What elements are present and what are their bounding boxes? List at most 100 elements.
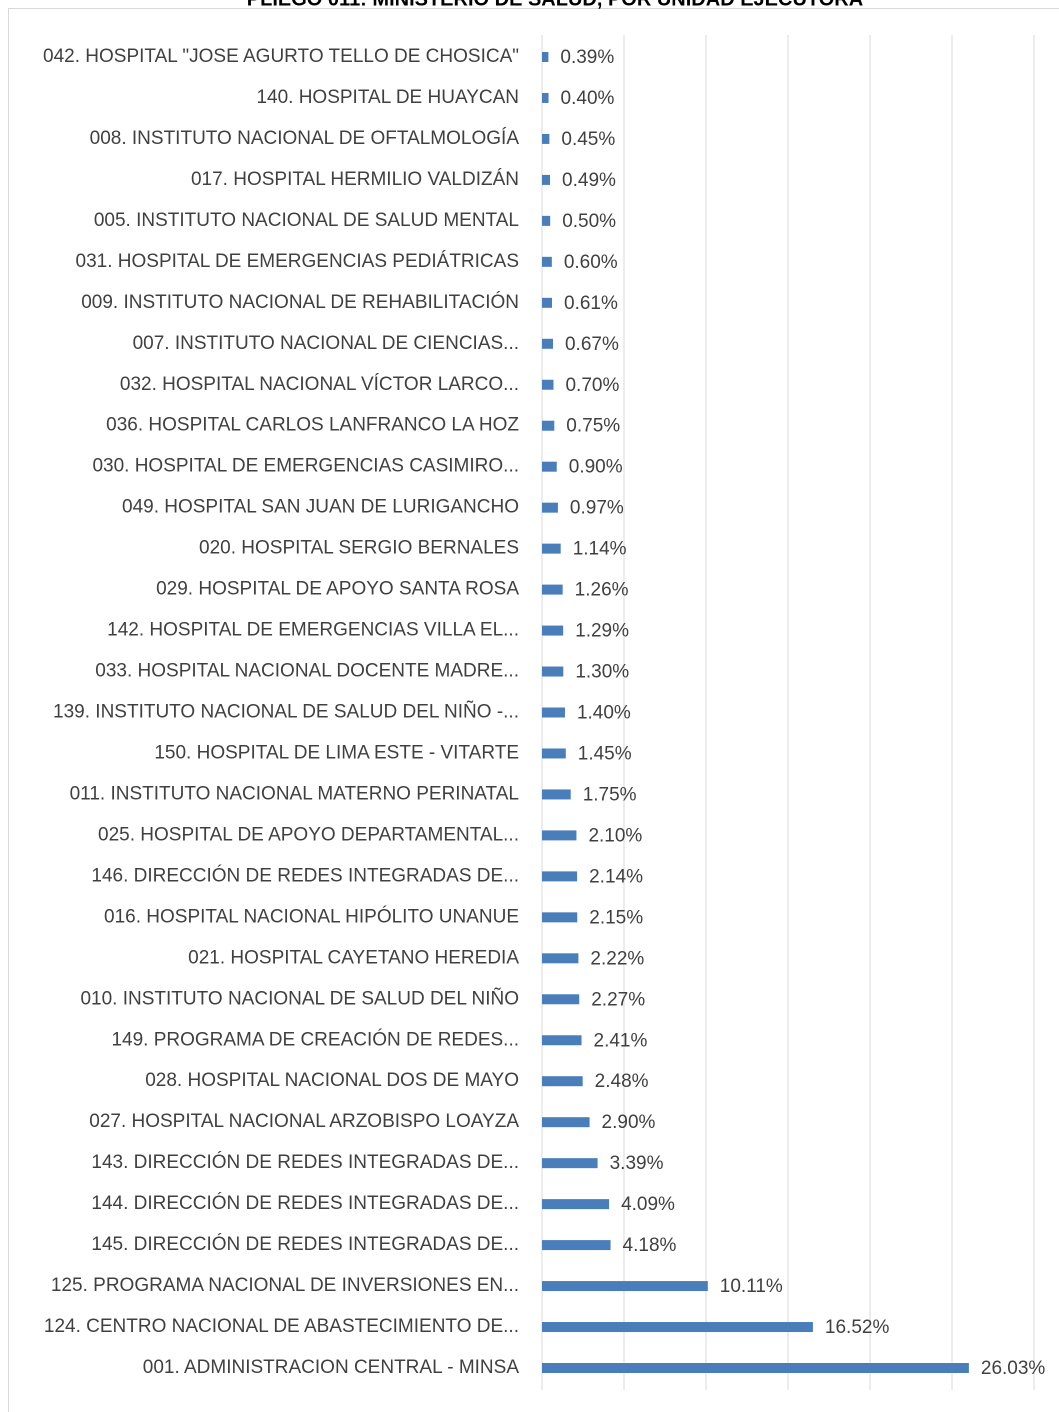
- y-tick-label: 146. DIRECCIÓN DE REDES INTEGRADAS DE...: [91, 864, 519, 886]
- data-label: 2.15%: [589, 907, 643, 928]
- data-label: 0.75%: [566, 416, 620, 437]
- bar: [542, 52, 549, 62]
- y-tick-label: 036. HOSPITAL CARLOS LANFRANCO LA HOZ: [106, 415, 519, 436]
- data-label: 0.39%: [560, 47, 614, 68]
- data-label: 3.39%: [610, 1153, 664, 1174]
- data-label: 1.14%: [573, 539, 627, 560]
- bar: [542, 666, 564, 677]
- data-label: 2.90%: [602, 1112, 656, 1133]
- bar: [542, 420, 555, 431]
- y-tick-label: 010. INSTITUTO NACIONAL DE SALUD DEL NIÑ…: [80, 987, 519, 1009]
- data-label: 2.48%: [595, 1071, 649, 1092]
- data-label: 4.18%: [623, 1235, 677, 1256]
- data-label: 10.11%: [720, 1276, 783, 1297]
- data-label: 1.40%: [577, 703, 631, 724]
- data-label: 1.29%: [575, 621, 629, 642]
- data-label: 1.45%: [578, 743, 632, 764]
- bar: [542, 543, 561, 554]
- y-tick-label: 031. HOSPITAL DE EMERGENCIAS PEDIÁTRICAS: [76, 251, 519, 272]
- data-label: 0.70%: [565, 375, 619, 396]
- y-tick-label: 145. DIRECCIÓN DE REDES INTEGRADAS DE...: [91, 1233, 519, 1255]
- bar: [542, 379, 554, 390]
- bar: [542, 174, 551, 185]
- bar: [542, 256, 552, 267]
- bar: [542, 625, 564, 636]
- bar: [542, 1322, 813, 1333]
- y-tick-label: 027. HOSPITAL NACIONAL ARZOBISPO LOAYZA: [89, 1111, 519, 1132]
- data-label: 2.22%: [590, 948, 644, 969]
- bar: [542, 994, 580, 1005]
- y-tick-label: 150. HOSPITAL DE LIMA ESTE - VITARTE: [154, 742, 519, 763]
- y-tick-label: 011. INSTITUTO NACIONAL MATERNO PERINATA…: [70, 783, 519, 804]
- data-label: 1.30%: [575, 662, 629, 683]
- bar: [542, 830, 577, 841]
- bar: [542, 584, 563, 595]
- data-label: 16.52%: [825, 1317, 890, 1338]
- data-label: 2.10%: [588, 825, 642, 846]
- bar: [542, 789, 571, 800]
- y-tick-label: 142. HOSPITAL DE EMERGENCIAS VILLA EL...: [107, 620, 519, 641]
- y-tick-label: 008. INSTITUTO NACIONAL DE OFTALMOLOGÍA: [90, 128, 520, 149]
- bar: [542, 1199, 610, 1210]
- bar: [542, 1035, 582, 1046]
- bar: [542, 133, 550, 144]
- data-label: 0.97%: [570, 498, 624, 519]
- chart-title: PLIEGO 011: MINISTERIO DE SALUD, POR UNI…: [247, 0, 863, 10]
- data-label: 2.27%: [591, 989, 645, 1010]
- bar: [542, 1240, 611, 1251]
- bar: [542, 1158, 598, 1169]
- bar: [542, 1117, 590, 1128]
- y-tick-label: 028. HOSPITAL NACIONAL DOS DE MAYO: [145, 1070, 519, 1091]
- y-tick-label: 025. HOSPITAL DE APOYO DEPARTAMENTAL...: [98, 824, 519, 845]
- y-tick-label: 030. HOSPITAL DE EMERGENCIAS CASIMIRO...: [92, 456, 519, 477]
- y-tick-label: 020. HOSPITAL SERGIO BERNALES: [199, 538, 519, 559]
- y-tick-label: 029. HOSPITAL DE APOYO SANTA ROSA: [156, 579, 519, 600]
- y-tick-label: 125. PROGRAMA NACIONAL DE INVERSIONES EN…: [51, 1275, 519, 1296]
- bar: [542, 502, 558, 513]
- y-tick-label: 017. HOSPITAL HERMILIO VALDIZÁN: [191, 169, 519, 190]
- data-label: 2.41%: [594, 1030, 648, 1051]
- y-tick-label: 139. INSTITUTO NACIONAL DE SALUD DEL NIÑ…: [53, 701, 519, 723]
- data-label: 26.03%: [981, 1358, 1046, 1379]
- y-tick-label: 032. HOSPITAL NACIONAL VÍCTOR LARCO...: [120, 374, 519, 395]
- data-label: 0.49%: [562, 170, 616, 191]
- bar: [542, 1076, 583, 1087]
- y-tick-label: 033. HOSPITAL NACIONAL DOCENTE MADRE...: [95, 661, 519, 682]
- data-label: 0.50%: [562, 211, 616, 232]
- y-tick-label: 144. DIRECCIÓN DE REDES INTEGRADAS DE...: [91, 1192, 519, 1214]
- data-label: 1.75%: [583, 784, 637, 805]
- y-tick-label: 009. INSTITUTO NACIONAL DE REHABILITACIÓ…: [81, 291, 519, 313]
- y-tick-label: 005. INSTITUTO NACIONAL DE SALUD MENTAL: [94, 210, 519, 231]
- bar: [542, 461, 557, 472]
- bar: [542, 871, 578, 882]
- data-label: 0.40%: [561, 88, 615, 109]
- bar: [542, 215, 551, 226]
- data-label: 0.61%: [564, 293, 618, 314]
- bar: [542, 338, 553, 349]
- data-label: 1.26%: [575, 580, 629, 601]
- bar: [542, 707, 565, 718]
- data-label: 0.45%: [561, 129, 615, 150]
- y-tick-label: 001. ADMINISTRACION CENTRAL - MINSA: [143, 1357, 520, 1378]
- y-tick-label: 021. HOSPITAL CAYETANO HEREDIA: [188, 947, 519, 968]
- y-tick-label: 049. HOSPITAL SAN JUAN DE LURIGANCHO: [122, 497, 519, 518]
- y-tick-label: 140. HOSPITAL DE HUAYCAN: [256, 87, 519, 108]
- y-tick-label: 007. INSTITUTO NACIONAL DE CIENCIAS...: [133, 333, 519, 354]
- data-label: 0.90%: [569, 457, 623, 478]
- bar: [542, 1363, 969, 1373]
- data-label: 2.14%: [589, 866, 643, 887]
- data-label: 0.67%: [565, 334, 619, 355]
- y-tick-label: 124. CENTRO NACIONAL DE ABASTECIMIENTO D…: [44, 1316, 519, 1337]
- bar: [542, 953, 579, 964]
- y-tick-label: 149. PROGRAMA DE CREACIÓN DE REDES...: [111, 1028, 519, 1050]
- bar: [542, 912, 578, 923]
- bar: [542, 748, 566, 759]
- bar: [542, 92, 549, 103]
- y-tick-label: 143. DIRECCIÓN DE REDES INTEGRADAS DE...: [91, 1151, 519, 1173]
- bar: [542, 297, 553, 308]
- bar: [542, 1281, 708, 1292]
- data-label: 0.60%: [564, 252, 618, 273]
- chart-frame: [8, 8, 1059, 1412]
